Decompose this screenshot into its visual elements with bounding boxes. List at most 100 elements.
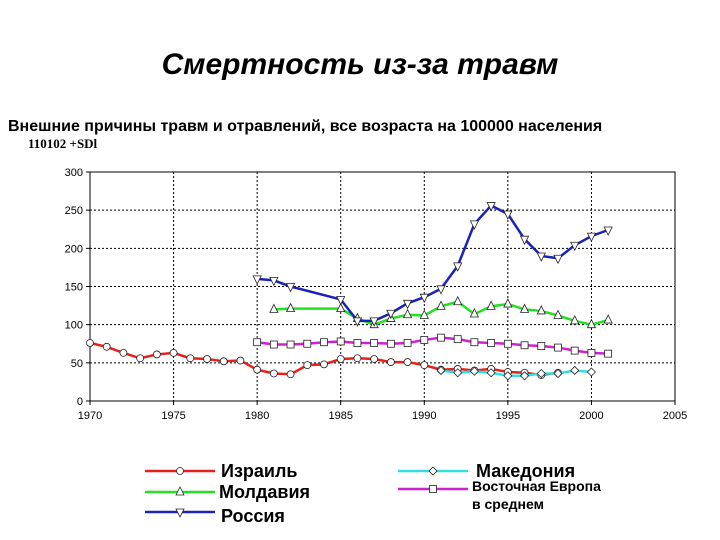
data-point [520, 341, 529, 350]
data-point [303, 361, 312, 370]
data-point [519, 235, 530, 246]
data-point [503, 339, 512, 348]
data-point [169, 349, 178, 357]
data-point [269, 340, 278, 349]
series-line [440, 369, 592, 378]
data-point [419, 293, 429, 304]
y-tick-label: 100 [65, 320, 83, 332]
data-point [370, 355, 379, 363]
data-point [436, 285, 446, 295]
data-point [336, 302, 346, 313]
data-point [119, 349, 128, 357]
data-point [269, 303, 279, 313]
data-point [186, 354, 195, 363]
data-point [253, 365, 262, 374]
data-point [470, 338, 479, 347]
y-tick-label: 300 [65, 167, 83, 179]
legend-label: Россия [221, 506, 285, 526]
series-layer [86, 202, 613, 381]
data-point [536, 252, 546, 262]
data-point [403, 358, 412, 366]
data-point [487, 339, 496, 347]
x-tick-label: 1985 [328, 410, 352, 422]
data-point [587, 349, 596, 357]
data-point [604, 349, 613, 358]
data-point [503, 210, 513, 220]
data-point [286, 370, 295, 379]
page-title: Смертность из-за травм [161, 48, 559, 81]
data-point [603, 226, 613, 236]
data-point [536, 368, 546, 379]
x-tick-label: 1990 [412, 410, 436, 422]
y-tick-label: 0 [77, 396, 83, 408]
series-triangle-down [252, 202, 613, 327]
data-point [336, 355, 345, 363]
data-point [386, 358, 395, 366]
legend-label: Израиль [221, 461, 297, 481]
data-point [102, 342, 111, 351]
x-tick-label: 2005 [663, 410, 687, 422]
data-point [570, 365, 580, 376]
data-point [386, 309, 396, 320]
x-tick-label: 1970 [78, 410, 102, 422]
data-point [503, 298, 513, 308]
data-point [175, 508, 185, 518]
data-point [419, 309, 429, 319]
data-point [486, 300, 496, 310]
data-point [553, 309, 563, 319]
y-tick-label: 150 [65, 282, 83, 294]
data-point [536, 305, 546, 315]
legend-label: Македония [476, 461, 575, 481]
data-point [586, 367, 596, 377]
data-point [429, 485, 437, 493]
data-point [320, 360, 328, 369]
data-point [353, 354, 362, 363]
data-point [269, 369, 278, 378]
data-point [303, 339, 312, 348]
series-square [253, 333, 613, 358]
data-point [86, 339, 94, 347]
data-point [453, 295, 463, 306]
legend-label: в среднем [472, 496, 544, 512]
data-point [369, 317, 379, 327]
data-point [437, 333, 445, 342]
data-point [286, 340, 295, 349]
legend-item: Израиль [145, 461, 297, 481]
data-point [486, 368, 496, 378]
data-point [570, 346, 579, 355]
legend-label: Молдавия [219, 482, 310, 502]
data-point [352, 317, 363, 327]
data-point [420, 361, 429, 370]
data-point [436, 365, 446, 376]
data-point [336, 296, 346, 306]
data-point [469, 366, 479, 376]
data-point [136, 354, 145, 363]
grid [90, 172, 675, 401]
data-point [219, 357, 228, 366]
data-point [436, 300, 446, 310]
data-point [203, 355, 211, 363]
legend-item: Македония [398, 461, 575, 481]
series-diamond [436, 365, 596, 381]
x-tick-label: 1980 [245, 410, 269, 422]
data-point [253, 338, 262, 347]
data-point [554, 343, 562, 352]
data-point [175, 486, 185, 496]
y-tick-label: 50 [71, 358, 83, 370]
data-point [586, 232, 597, 243]
data-point [176, 467, 184, 475]
legend-item: Молдавия [145, 482, 310, 502]
data-point [428, 466, 438, 476]
data-point [370, 339, 379, 347]
data-point [252, 275, 262, 285]
data-point [285, 302, 296, 313]
data-point [353, 339, 362, 347]
series-code: 110102 +SDl [28, 136, 98, 151]
data-point [570, 241, 580, 252]
data-point [403, 339, 412, 347]
data-point [486, 202, 496, 212]
data-point [453, 368, 463, 378]
data-point [402, 308, 413, 319]
data-point [537, 342, 546, 350]
